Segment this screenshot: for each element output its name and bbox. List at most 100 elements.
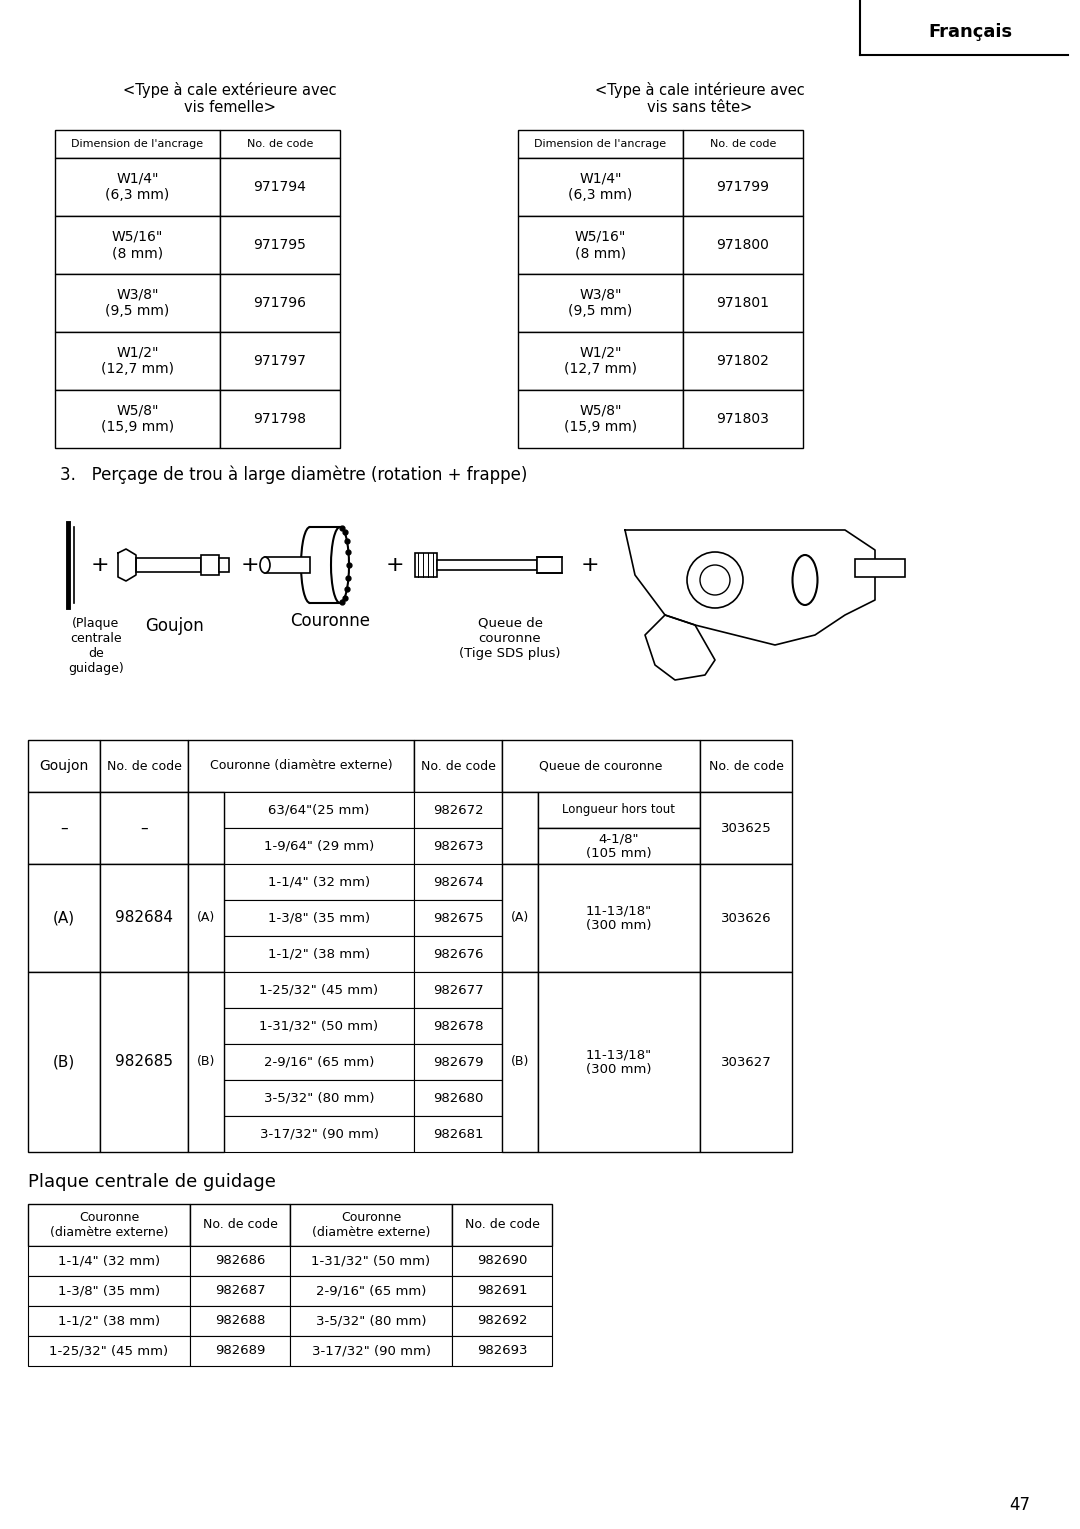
Bar: [518, 216, 683, 274]
Text: Français: Français: [928, 23, 1012, 41]
Bar: [683, 390, 804, 448]
Text: Goujon: Goujon: [146, 618, 204, 635]
Bar: [502, 864, 538, 972]
Bar: [220, 390, 340, 448]
Bar: [220, 130, 340, 157]
Bar: [453, 1306, 552, 1336]
Ellipse shape: [330, 528, 349, 602]
Text: –: –: [60, 821, 68, 835]
Text: 982673: 982673: [433, 839, 484, 853]
Text: 971801: 971801: [716, 297, 769, 310]
Bar: [414, 864, 502, 901]
Bar: [538, 972, 700, 1151]
Bar: [291, 1203, 453, 1246]
Bar: [700, 864, 792, 972]
Text: Couronne (diamètre externe): Couronne (diamètre externe): [210, 760, 392, 772]
Bar: [414, 740, 502, 792]
Bar: [224, 1008, 414, 1044]
Text: (B): (B): [53, 1055, 76, 1069]
Text: 982685: 982685: [114, 1055, 173, 1069]
Bar: [518, 130, 683, 157]
Bar: [683, 157, 804, 216]
Text: 982674: 982674: [433, 876, 483, 888]
Text: 1-31/32" (50 mm): 1-31/32" (50 mm): [259, 1020, 379, 1032]
Bar: [224, 972, 414, 1008]
Bar: [414, 1079, 502, 1116]
Text: W1/4"
(6,3 mm): W1/4" (6,3 mm): [106, 171, 170, 202]
Bar: [224, 864, 414, 901]
Text: 971803: 971803: [716, 411, 769, 427]
Text: 3.   Perçage de trou à large diamètre (rotation + frappe): 3. Perçage de trou à large diamètre (rot…: [60, 466, 527, 485]
Text: Queue de
couronne
(Tige SDS plus): Queue de couronne (Tige SDS plus): [459, 618, 561, 661]
Text: Longueur hors tout: Longueur hors tout: [563, 804, 675, 816]
Text: W5/16"
(8 mm): W5/16" (8 mm): [575, 229, 626, 260]
Bar: [28, 1336, 190, 1365]
Bar: [224, 901, 414, 936]
Text: 1-25/32" (45 mm): 1-25/32" (45 mm): [50, 1344, 168, 1358]
Text: Goujon: Goujon: [39, 758, 89, 774]
Text: 971800: 971800: [716, 239, 769, 252]
Bar: [414, 972, 502, 1008]
Circle shape: [687, 552, 743, 609]
Text: 1-9/64" (29 mm): 1-9/64" (29 mm): [264, 839, 374, 853]
Bar: [683, 332, 804, 390]
Text: 1-1/2" (38 mm): 1-1/2" (38 mm): [58, 1315, 160, 1327]
Text: (B): (B): [511, 1055, 529, 1069]
Text: +: +: [386, 555, 404, 575]
Text: 3-17/32" (90 mm): 3-17/32" (90 mm): [259, 1127, 378, 1141]
Bar: [188, 972, 224, 1151]
Text: +: +: [241, 555, 259, 575]
Text: 971799: 971799: [716, 180, 769, 194]
Text: 11-13/18"
(300 mm): 11-13/18" (300 mm): [586, 1047, 652, 1076]
Text: (Plaque
centrale
de
guidage): (Plaque centrale de guidage): [68, 618, 124, 674]
Text: 971802: 971802: [716, 355, 769, 368]
Text: W1/2"
(12,7 mm): W1/2" (12,7 mm): [102, 346, 174, 376]
Text: +: +: [581, 555, 599, 575]
Bar: [537, 557, 562, 573]
Text: <Type à cale intérieure avec
vis sans tête>: <Type à cale intérieure avec vis sans tê…: [595, 83, 805, 115]
Bar: [453, 1277, 552, 1306]
Text: Couronne
(diamètre externe): Couronne (diamètre externe): [312, 1211, 430, 1238]
Bar: [55, 390, 220, 448]
Text: 1-1/2" (38 mm): 1-1/2" (38 mm): [268, 948, 370, 960]
Bar: [55, 157, 220, 216]
Bar: [28, 1246, 190, 1277]
Bar: [538, 829, 700, 864]
Bar: [518, 390, 683, 448]
Text: 982687: 982687: [215, 1284, 266, 1298]
Text: (A): (A): [53, 910, 76, 925]
Bar: [518, 157, 683, 216]
Bar: [414, 792, 502, 829]
Bar: [220, 157, 340, 216]
Text: 982689: 982689: [215, 1344, 266, 1358]
Bar: [414, 829, 502, 864]
Bar: [188, 792, 224, 864]
Text: W5/16"
(8 mm): W5/16" (8 mm): [112, 229, 163, 260]
Bar: [683, 274, 804, 332]
Bar: [136, 558, 201, 572]
Text: Couronne: Couronne: [291, 612, 370, 630]
Bar: [414, 901, 502, 936]
Text: No. de code: No. de code: [107, 760, 181, 772]
Text: 982677: 982677: [433, 983, 484, 997]
Bar: [28, 1277, 190, 1306]
Bar: [28, 792, 100, 864]
Bar: [100, 740, 188, 792]
Bar: [414, 1008, 502, 1044]
Bar: [100, 792, 188, 864]
Bar: [502, 740, 700, 792]
Bar: [453, 1336, 552, 1365]
Ellipse shape: [301, 528, 319, 602]
Bar: [683, 216, 804, 274]
Text: (A): (A): [197, 911, 215, 925]
Text: No. de code: No. de code: [708, 760, 783, 772]
Bar: [414, 936, 502, 972]
Text: 971796: 971796: [254, 297, 307, 310]
Bar: [224, 1116, 414, 1151]
Polygon shape: [625, 531, 875, 645]
Bar: [224, 1044, 414, 1079]
Bar: [220, 332, 340, 390]
Text: (A): (A): [511, 911, 529, 925]
Bar: [100, 864, 188, 972]
Text: 63/64"(25 mm): 63/64"(25 mm): [268, 804, 369, 816]
